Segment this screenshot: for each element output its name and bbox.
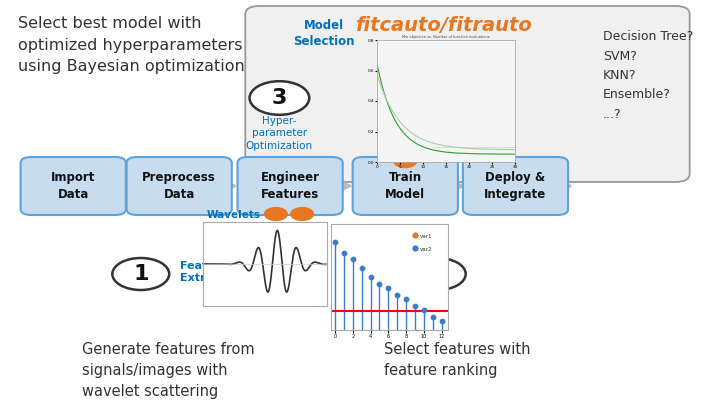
Circle shape [409,258,466,290]
Text: Model
Selection: Model Selection [293,19,354,48]
Text: Select features with
feature ranking: Select features with feature ranking [384,342,530,378]
FancyBboxPatch shape [21,157,126,215]
Text: fitcauto/fitrauto: fitcauto/fitrauto [356,16,533,35]
Text: Decision Tree?
SVM?
KNN?
Ensemble?
...?: Decision Tree? SVM? KNN? Ensemble? ...? [603,30,693,121]
Point [383,285,394,291]
Text: Hyper-
parameter
Optimization: Hyper- parameter Optimization [246,116,313,151]
Text: var1: var1 [419,234,432,239]
Text: Wavelets: Wavelets [206,210,260,220]
FancyBboxPatch shape [463,157,568,215]
FancyBboxPatch shape [245,6,690,182]
Text: Deploy &
Integrate: Deploy & Integrate [484,171,547,201]
Point [365,274,376,280]
Circle shape [291,208,314,220]
Point [418,307,429,313]
Point [356,265,368,271]
Point [338,250,350,256]
Point [374,280,385,287]
FancyBboxPatch shape [353,157,458,215]
Text: Select best model with
optimized hyperparameters
using Bayesian optimization: Select best model with optimized hyperpa… [18,16,245,74]
FancyBboxPatch shape [127,157,232,215]
Point [392,292,403,298]
Point [410,232,421,238]
Text: 3: 3 [272,88,287,108]
Circle shape [264,208,287,220]
Circle shape [394,155,417,168]
Text: Feature
Extraction: Feature Extraction [180,261,244,283]
Text: 2: 2 [429,264,445,284]
Point [410,245,421,252]
Text: 1: 1 [133,264,149,284]
Text: Generate features from
signals/images with
wavelet scattering: Generate features from signals/images wi… [82,342,255,399]
Text: Preprocess
Data: Preprocess Data [142,171,216,201]
Title: Min objective vs. Number of function evaluations: Min objective vs. Number of function eva… [402,35,490,39]
Point [427,314,439,320]
Text: Import
Data: Import Data [51,171,95,201]
Point [329,238,341,245]
Text: var2: var2 [419,247,432,252]
Point [347,256,358,262]
Circle shape [250,81,309,115]
Point [410,302,421,309]
Point [400,296,412,302]
Point [436,318,447,324]
Circle shape [112,258,169,290]
FancyBboxPatch shape [237,157,343,215]
Text: Feature
Selection: Feature Selection [341,261,398,283]
Text: Train
Model: Train Model [385,171,425,201]
Text: Engineer
Features: Engineer Features [261,171,319,201]
